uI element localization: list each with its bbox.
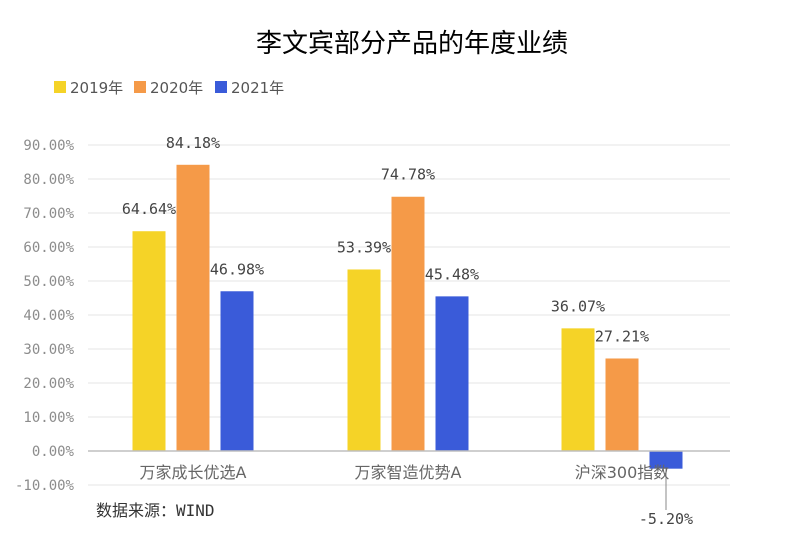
y-tick-label: 60.00% bbox=[23, 240, 74, 256]
x-tick-label: 万家智造优势A bbox=[355, 463, 462, 482]
legend: 2019年 2020年 2021年 bbox=[54, 79, 284, 97]
bar-2020年-万家智造优势A bbox=[391, 196, 425, 451]
data-label: 27.21% bbox=[595, 327, 649, 345]
y-tick-label: 90.00% bbox=[23, 138, 74, 154]
bars bbox=[132, 164, 683, 469]
legend-swatch-2021年 bbox=[215, 81, 227, 93]
y-tick-label: 80.00% bbox=[23, 172, 74, 188]
data-label: -5.20% bbox=[639, 510, 693, 528]
bar-2020年-万家成长优选A bbox=[176, 164, 210, 451]
chart-title: 李文宾部分产品的年度业绩 bbox=[256, 29, 568, 59]
y-tick-label: 40.00% bbox=[23, 308, 74, 324]
bar-2021年-万家成长优选A bbox=[220, 291, 254, 451]
legend-swatch-2020年 bbox=[134, 81, 146, 93]
bar-2021年-沪深300指数 bbox=[649, 451, 683, 469]
y-tick-label: -10.00% bbox=[15, 478, 75, 494]
y-tick-label: 0.00% bbox=[32, 444, 75, 460]
data-label: 36.07% bbox=[551, 297, 605, 315]
bar-2021年-万家智造优势A bbox=[435, 296, 469, 451]
x-tick-label: 万家成长优选A bbox=[140, 463, 247, 482]
bar-2019年-万家智造优势A bbox=[347, 269, 381, 451]
data-label: 84.18% bbox=[166, 134, 220, 152]
legend-label: 2020年 bbox=[150, 79, 203, 97]
data-label: 53.39% bbox=[337, 238, 391, 256]
bar-2020年-沪深300指数 bbox=[605, 358, 639, 451]
data-labels: 64.64% 84.18% 46.98% 53.39% 74.78% 45.48% 36.0… bbox=[122, 134, 693, 528]
y-tick-label: 10.00% bbox=[23, 410, 74, 426]
data-label: 45.48% bbox=[425, 265, 479, 283]
x-axis: 万家成长优选A 万家智造优势A 沪深300指数 bbox=[88, 450, 730, 482]
y-tick-label: 70.00% bbox=[23, 206, 74, 222]
data-label: 64.64% bbox=[122, 200, 176, 218]
bar-2019年-万家成长优选A bbox=[132, 231, 166, 451]
bar-2019年-沪深300指数 bbox=[561, 328, 595, 451]
y-axis: -10.00% 0.00% 10.00% 20.00% 30.00% 40.00% 50.0… bbox=[15, 138, 75, 494]
source-note: 数据来源：WIND bbox=[96, 501, 215, 520]
legend-label: 2021年 bbox=[231, 79, 284, 97]
data-label: 46.98% bbox=[210, 260, 264, 278]
y-tick-label: 30.00% bbox=[23, 342, 74, 358]
legend-label: 2019年 bbox=[70, 79, 123, 97]
data-label: 74.78% bbox=[381, 166, 435, 184]
y-tick-label: 20.00% bbox=[23, 376, 74, 392]
legend-swatch-2019年 bbox=[54, 81, 66, 93]
x-tick-label: 沪深300指数 bbox=[575, 463, 670, 482]
y-tick-label: 50.00% bbox=[23, 274, 74, 290]
